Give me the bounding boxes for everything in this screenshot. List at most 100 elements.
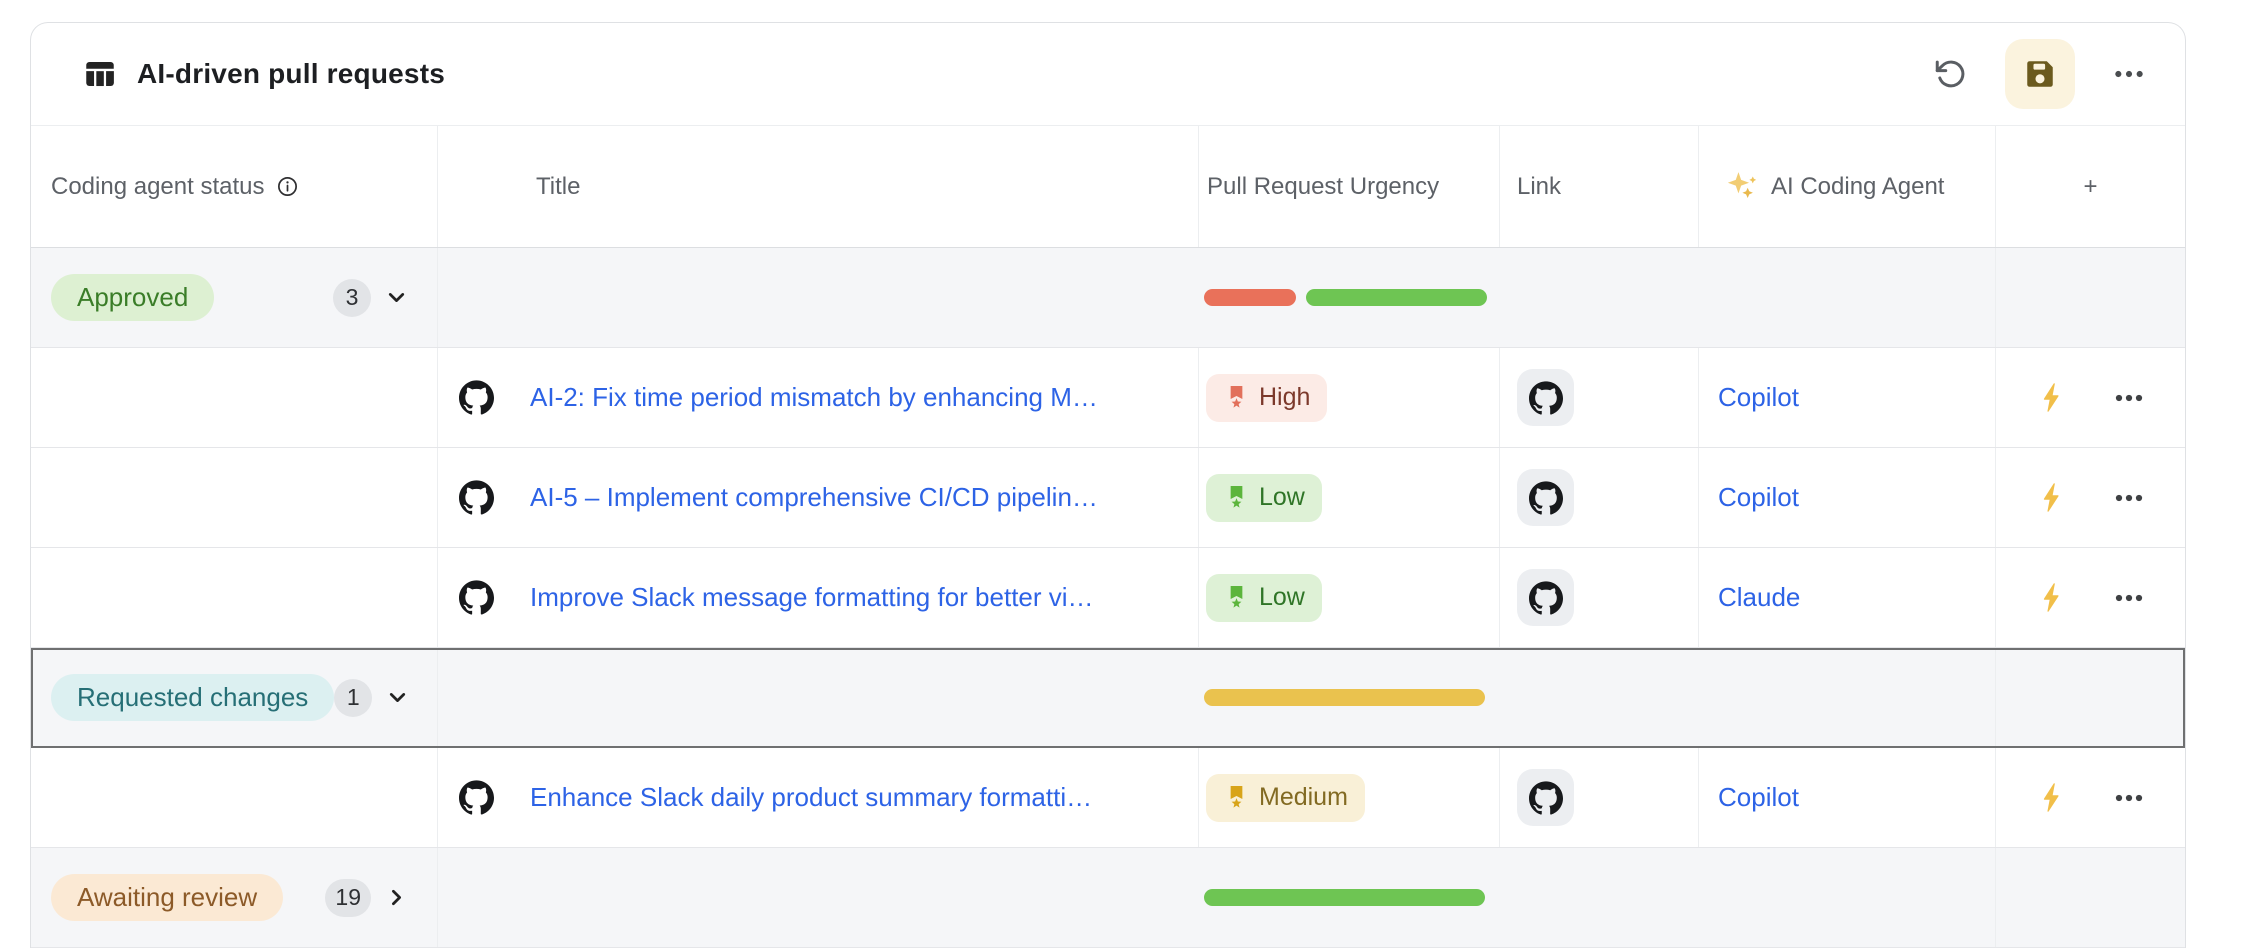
agent-link[interactable]: Copilot	[1718, 782, 1799, 812]
status-pill: Approved	[51, 274, 215, 321]
urgency-bar-segment	[1306, 289, 1487, 306]
group-count-badge: 19	[325, 878, 371, 917]
row-actions-cell	[1996, 748, 2185, 847]
github-link-button[interactable]	[1517, 469, 1574, 526]
chevron-right-icon[interactable]	[384, 885, 409, 910]
github-icon	[459, 780, 494, 815]
agent-link[interactable]: Copilot	[1718, 382, 1799, 412]
status-pill: Requested changes	[51, 674, 335, 721]
pr-title-link[interactable]: Improve Slack message formatting for bet…	[530, 582, 1094, 612]
table-row[interactable]: AI-5 – Implement comprehensive CI/CD pip…	[31, 448, 2185, 548]
group-status-cell: Approved 3	[31, 248, 438, 347]
urgency-label: High	[1259, 383, 1311, 411]
table-row[interactable]: Enhance Slack daily product summary form…	[31, 748, 2185, 848]
row-status-cell	[31, 548, 438, 647]
row-status-cell	[31, 448, 438, 547]
row-agent-cell: Claude	[1699, 548, 1996, 647]
chevron-down-icon[interactable]	[385, 685, 410, 710]
urgency-pill: High	[1206, 373, 1328, 422]
urgency-bar-segment	[1204, 689, 1485, 706]
medal-icon	[1223, 784, 1250, 811]
row-status-cell	[31, 348, 438, 447]
urgency-pill: Low	[1206, 573, 1322, 622]
urgency-pill: Medium	[1206, 773, 1365, 822]
column-header-urgency[interactable]: Pull Request Urgency	[1199, 126, 1500, 247]
row-actions-cell	[1996, 348, 2185, 447]
group-row[interactable]: Awaiting review 19	[31, 848, 2185, 948]
ellipsis-icon	[2115, 70, 2143, 78]
group-count-badge: 1	[334, 678, 373, 717]
row-urgency-cell: High	[1199, 348, 1500, 447]
column-header-agent[interactable]: AI Coding Agent	[1699, 126, 1996, 247]
urgency-distribution-bar	[1204, 289, 1487, 306]
medal-icon	[1223, 584, 1250, 611]
group-actions-cell	[1996, 248, 2185, 347]
row-urgency-cell: Low	[1199, 448, 1500, 547]
row-link-cell	[1500, 348, 1699, 447]
github-icon	[1528, 580, 1563, 615]
urgency-label: Low	[1259, 583, 1305, 611]
github-link-button[interactable]	[1517, 769, 1574, 826]
row-agent-cell: Copilot	[1699, 348, 1996, 447]
row-actions-cell	[1996, 548, 2185, 647]
group-status-cell: Requested changes 1	[31, 648, 438, 747]
agent-link[interactable]: Claude	[1718, 582, 1801, 612]
row-menu-icon[interactable]	[2114, 583, 2144, 613]
column-header-title[interactable]: Title	[438, 126, 1199, 247]
urgency-pill: Low	[1206, 473, 1322, 522]
more-options-button[interactable]	[2113, 58, 2145, 90]
lightning-icon[interactable]	[2037, 582, 2068, 613]
github-link-button[interactable]	[1517, 369, 1574, 426]
plus-icon: +	[2083, 172, 2098, 200]
sparkle-icon	[1727, 171, 1757, 198]
row-title-cell: Improve Slack message formatting for bet…	[438, 548, 1199, 647]
agent-link[interactable]: Copilot	[1718, 482, 1799, 512]
table-row[interactable]: AI-2: Fix time period mismatch by enhanc…	[31, 348, 2185, 448]
pr-title-link[interactable]: AI-2: Fix time period mismatch by enhanc…	[530, 382, 1098, 412]
row-menu-icon[interactable]	[2114, 383, 2144, 413]
table-icon	[86, 61, 114, 87]
pr-title-link[interactable]: AI-5 – Implement comprehensive CI/CD pip…	[530, 482, 1098, 512]
add-field-button[interactable]: +	[1996, 126, 2185, 247]
row-link-cell	[1500, 548, 1699, 647]
group-row[interactable]: Approved 3	[31, 248, 2185, 348]
table-row[interactable]: Improve Slack message formatting for bet…	[31, 548, 2185, 648]
info-icon[interactable]	[276, 175, 299, 198]
group-actions-cell	[1996, 848, 2185, 947]
column-label-agent: AI Coding Agent	[1771, 172, 1945, 200]
column-header-link[interactable]: Link	[1500, 126, 1699, 247]
row-status-cell	[31, 748, 438, 847]
column-label-link: Link	[1517, 172, 1562, 200]
row-title-cell: AI-5 – Implement comprehensive CI/CD pip…	[438, 448, 1199, 547]
table-card: AI-driven pull requests	[30, 22, 2186, 948]
row-menu-icon[interactable]	[2114, 783, 2144, 813]
chevron-down-icon[interactable]	[384, 285, 409, 310]
row-menu-icon[interactable]	[2114, 483, 2144, 513]
column-header-row: Coding agent status Title Pull Request U…	[31, 126, 2185, 248]
lightning-icon[interactable]	[2037, 782, 2068, 813]
row-urgency-cell: Medium	[1199, 748, 1500, 847]
lightning-icon[interactable]	[2037, 482, 2068, 513]
column-header-status[interactable]: Coding agent status	[31, 126, 438, 247]
github-icon	[459, 480, 494, 515]
github-link-button[interactable]	[1517, 569, 1574, 626]
group-row[interactable]: Requested changes 1	[31, 648, 2185, 748]
save-button[interactable]	[2005, 39, 2075, 109]
row-actions-cell	[1996, 448, 2185, 547]
undo-button[interactable]	[1933, 57, 1967, 91]
github-icon	[459, 380, 494, 415]
title-bar-actions	[1933, 39, 2145, 109]
urgency-distribution-bar	[1204, 689, 1485, 706]
column-label-urgency: Pull Request Urgency	[1207, 172, 1440, 200]
urgency-label: Low	[1259, 483, 1305, 511]
row-urgency-cell: Low	[1199, 548, 1500, 647]
github-icon	[1528, 480, 1563, 515]
github-icon	[459, 580, 494, 615]
pr-title-link[interactable]: Enhance Slack daily product summary form…	[530, 782, 1093, 812]
title-bar: AI-driven pull requests	[31, 23, 2185, 126]
lightning-icon[interactable]	[2037, 382, 2068, 413]
group-count-badge: 3	[333, 278, 371, 317]
medal-icon	[1223, 484, 1250, 511]
row-title-cell: AI-2: Fix time period mismatch by enhanc…	[438, 348, 1199, 447]
status-pill-label: Awaiting review	[77, 882, 258, 912]
